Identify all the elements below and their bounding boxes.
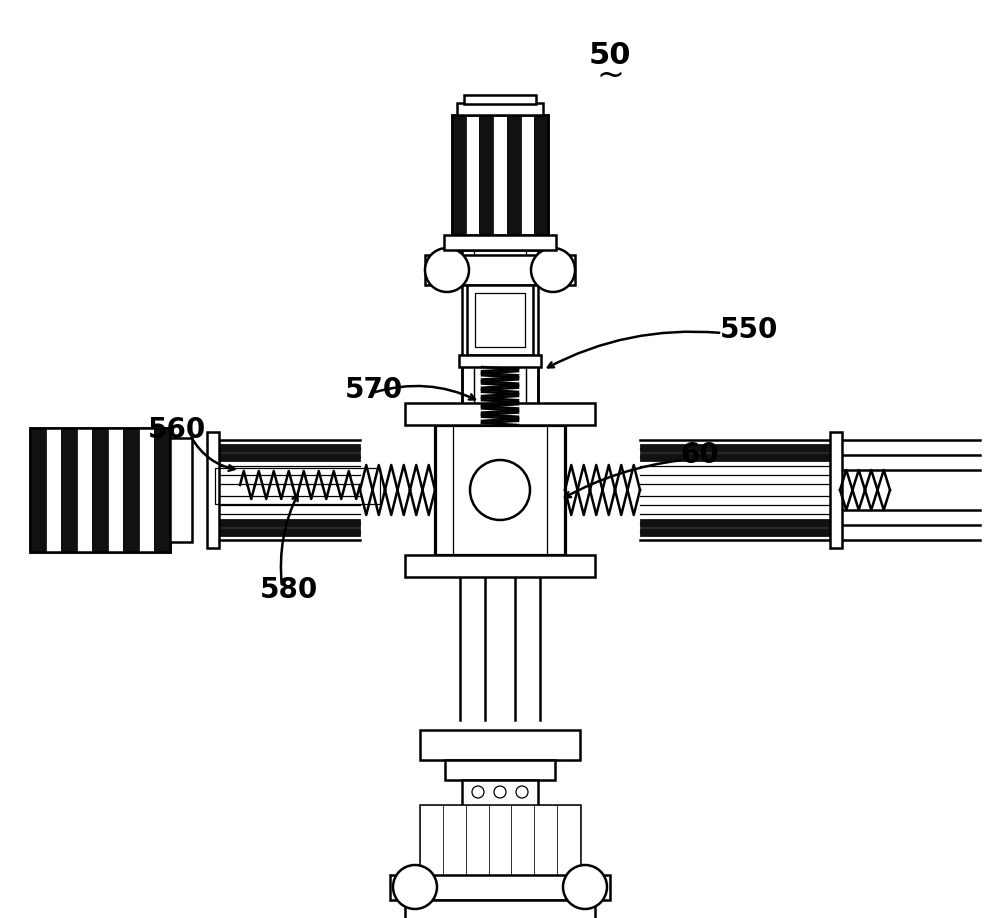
Bar <box>466 805 489 875</box>
Circle shape <box>425 248 469 292</box>
Bar <box>405 555 595 577</box>
Bar <box>215 528 360 536</box>
Circle shape <box>472 786 484 798</box>
Bar <box>215 453 360 461</box>
Bar <box>445 760 555 780</box>
Text: 570: 570 <box>345 376 403 404</box>
Bar <box>405 403 595 425</box>
Circle shape <box>516 786 528 798</box>
Bar <box>462 250 538 425</box>
Text: ~: ~ <box>596 59 624 92</box>
Circle shape <box>470 460 530 520</box>
Text: 50: 50 <box>589 40 631 70</box>
Bar <box>30 428 46 552</box>
Bar <box>640 519 830 527</box>
Bar <box>479 115 493 235</box>
Bar <box>452 115 548 235</box>
Bar <box>405 900 595 918</box>
Bar <box>457 103 543 115</box>
Bar <box>640 444 830 452</box>
Text: 560: 560 <box>148 416 206 444</box>
Bar <box>420 730 580 760</box>
Bar <box>207 432 219 548</box>
Text: 580: 580 <box>260 576 318 604</box>
Bar <box>154 428 170 552</box>
Bar <box>462 780 538 805</box>
Bar <box>443 805 466 875</box>
Bar <box>139 428 154 552</box>
Circle shape <box>531 248 575 292</box>
Bar <box>475 293 525 347</box>
Bar <box>493 115 507 235</box>
Bar <box>435 425 565 555</box>
Bar <box>521 115 534 235</box>
Bar <box>466 115 479 235</box>
Bar <box>425 255 575 285</box>
Bar <box>467 285 533 355</box>
Bar <box>123 428 139 552</box>
Bar <box>640 453 830 461</box>
Circle shape <box>563 865 607 909</box>
Bar <box>92 428 108 552</box>
Bar <box>534 115 548 235</box>
Bar <box>77 428 92 552</box>
Bar <box>420 805 443 875</box>
Bar <box>61 428 77 552</box>
Bar <box>452 115 548 235</box>
Text: 550: 550 <box>720 316 778 344</box>
Bar <box>511 805 534 875</box>
Bar <box>557 805 580 875</box>
Bar <box>215 468 380 504</box>
Bar <box>30 428 170 552</box>
Bar <box>534 805 557 875</box>
Bar <box>30 428 170 552</box>
Bar <box>489 805 511 875</box>
Bar <box>459 355 541 367</box>
Bar <box>46 428 61 552</box>
Bar <box>464 95 536 104</box>
Text: 60: 60 <box>680 441 719 469</box>
Circle shape <box>393 865 437 909</box>
Bar <box>452 115 466 235</box>
Bar <box>215 519 360 527</box>
Bar <box>444 235 556 250</box>
Bar <box>170 438 192 542</box>
Bar <box>640 528 830 536</box>
Bar <box>507 115 521 235</box>
Bar <box>108 428 123 552</box>
Circle shape <box>494 786 506 798</box>
Bar <box>420 805 580 875</box>
Bar <box>390 875 610 900</box>
Bar <box>830 432 842 548</box>
Bar <box>215 444 360 452</box>
